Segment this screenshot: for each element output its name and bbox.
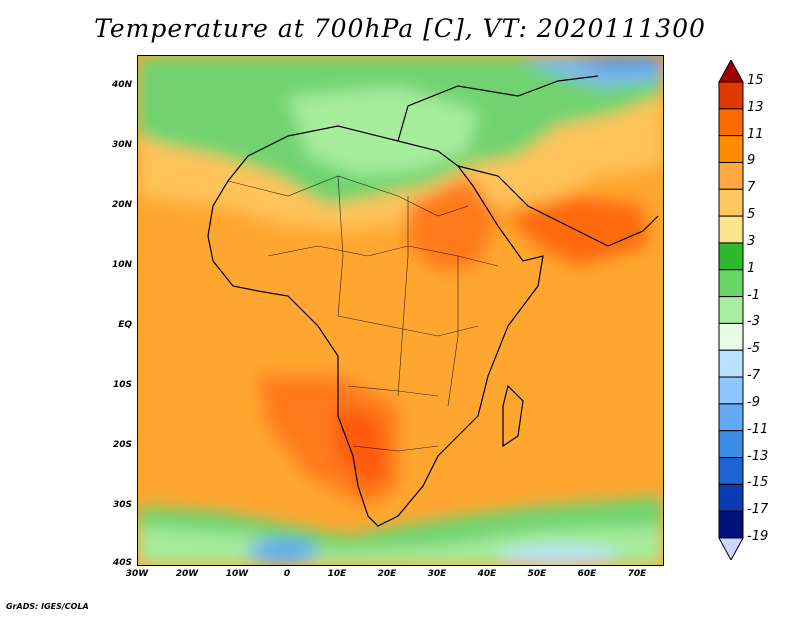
colorbar-box: [718, 188, 744, 217]
colorbar-label: 13: [747, 99, 764, 115]
colorbar-box: [718, 161, 744, 190]
colorbar-bottom-arrow: [718, 537, 744, 560]
lon-tick-label: 0: [283, 569, 291, 579]
colorbar-box: [718, 242, 744, 271]
lon-tick-label: 60E: [577, 569, 597, 579]
lon-tick-label: 50E: [527, 569, 547, 579]
colorbar-box: [718, 108, 744, 137]
colorbar-label: 11: [747, 126, 764, 142]
colorbar-box: [718, 81, 744, 110]
lon-tick-label: 20W: [175, 569, 199, 579]
lon-tick-label: 30E: [427, 569, 447, 579]
lon-tick-label: 40E: [477, 569, 497, 579]
lon-tick-label: 30W: [125, 569, 149, 579]
coastlines: [207, 75, 659, 527]
colorbar-label: 1: [747, 260, 756, 276]
colorbar-label: 3: [747, 233, 756, 249]
country-borders: [227, 175, 499, 452]
colorbar-label: -17: [747, 502, 769, 518]
colorbar-top-arrow: [718, 60, 744, 83]
lon-tick-label: 10E: [327, 569, 347, 579]
colorbar-label: -5: [747, 341, 760, 357]
lon-tick-label: 70E: [627, 569, 647, 579]
lat-tick-label: 10S: [112, 380, 132, 390]
colorbar: [718, 60, 744, 560]
map-panel: [137, 55, 664, 566]
lon-tick-label: 20E: [377, 569, 397, 579]
colorbar-label: -19: [747, 529, 769, 544]
lon-tick-label: 10W: [225, 569, 249, 579]
lat-tick-label: 20N: [111, 200, 132, 210]
lat-tick-label: EQ: [118, 320, 132, 330]
lat-tick-label: 10N: [111, 260, 132, 270]
colorbar-label: 9: [747, 153, 756, 169]
colorbar-label: -1: [747, 287, 760, 303]
colorbar-box: [718, 349, 744, 378]
colorbar-label: 7: [747, 180, 756, 196]
colorbar-box: [718, 483, 744, 512]
colorbar-box: [718, 135, 744, 163]
colorbar-label: -3: [747, 314, 760, 330]
colorbar-box: [718, 510, 744, 539]
chart-title: Temperature at 700hPa [C], VT: 202011130…: [94, 14, 706, 43]
colorbar-box: [718, 322, 744, 351]
colorbar-label: -15: [747, 475, 769, 491]
lat-tick-label: 30S: [112, 500, 132, 510]
colorbar-label: -11: [747, 421, 769, 437]
colorbar-box: [718, 430, 744, 459]
colorbar-box: [718, 269, 744, 298]
lat-tick-label: 30N: [111, 140, 132, 150]
temperature-field: [138, 56, 663, 565]
lat-tick-label: 40N: [111, 80, 132, 90]
colorbar-box: [718, 215, 744, 244]
colorbar-box: [718, 376, 744, 405]
colorbar-label: -7: [747, 368, 760, 384]
lat-tick-label: 20S: [112, 440, 132, 450]
colorbar-label: -13: [747, 448, 769, 464]
colorbar-label: -9: [747, 394, 760, 410]
lat-tick-label: 40S: [112, 558, 132, 568]
colorbar-box: [718, 296, 744, 324]
credit-text: GrADS: IGES/COLA: [6, 602, 89, 611]
colorbar-label: 15: [747, 73, 764, 88]
colorbar-box: [718, 403, 744, 432]
colorbar-box: [718, 457, 744, 485]
colorbar-label: 5: [747, 207, 756, 223]
